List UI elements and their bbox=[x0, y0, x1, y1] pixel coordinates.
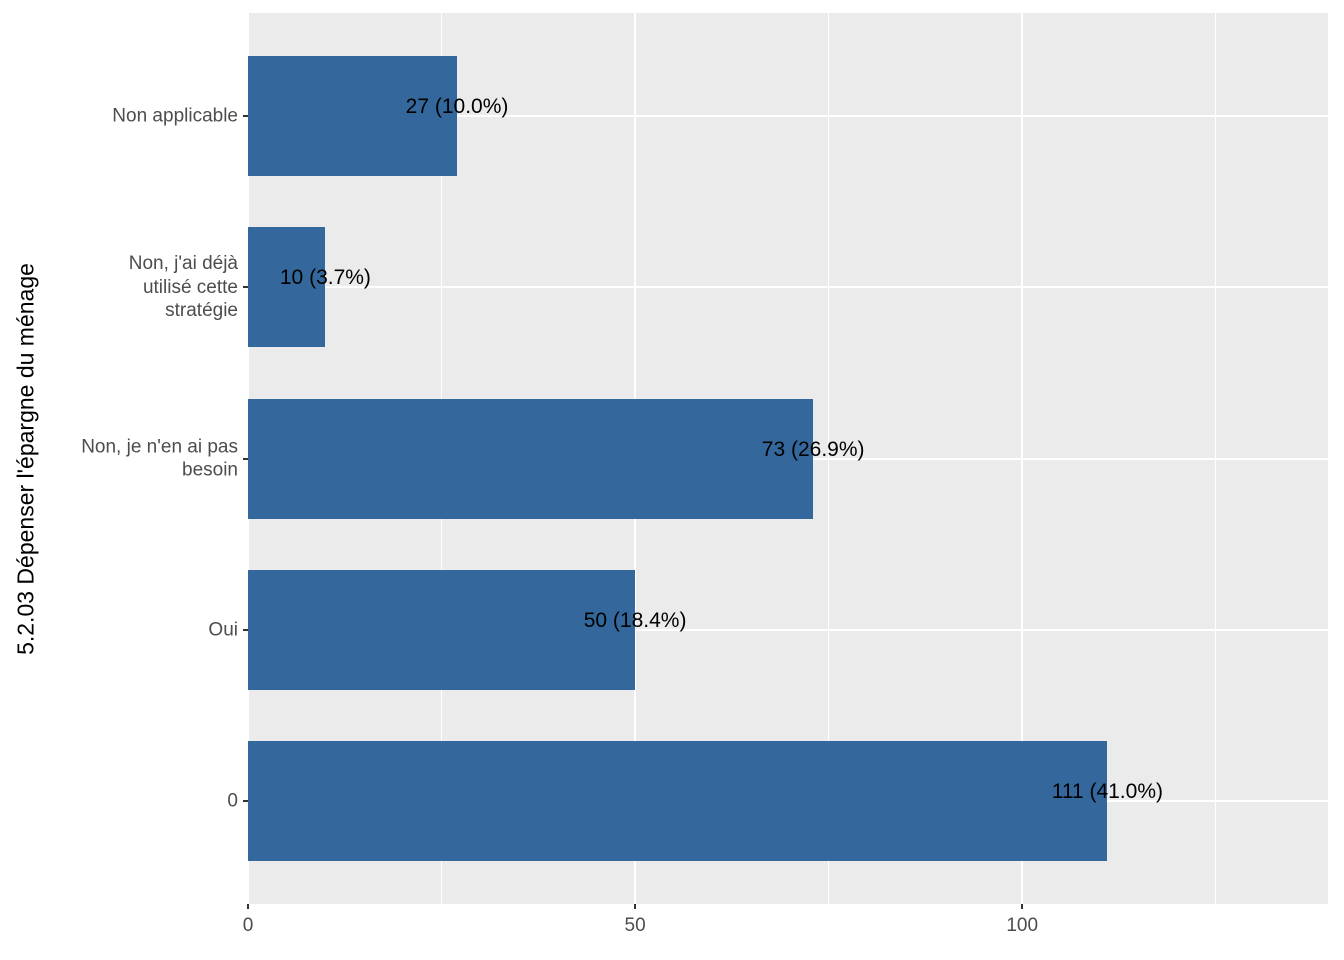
bar bbox=[248, 569, 636, 690]
x-tick-label: 100 bbox=[1006, 915, 1039, 936]
bar bbox=[248, 741, 1108, 861]
x-tick-mark bbox=[634, 904, 637, 909]
y-axis: Non applicable Non, j'ai déjà utilisé cett… bbox=[0, 13, 238, 904]
y-axis-label-line: Non, j'ai déjà bbox=[128, 253, 238, 274]
y-tick-mark bbox=[243, 628, 248, 631]
y-axis-label: 0 bbox=[227, 789, 238, 813]
y-axis-label-line: Oui bbox=[208, 619, 238, 640]
y-tick-mark bbox=[243, 286, 248, 289]
y-axis-label-line: stratégie bbox=[165, 300, 238, 321]
x-tick-label: 50 bbox=[624, 915, 646, 936]
bar-value-label: 27 (10.0%) bbox=[405, 95, 509, 118]
x-tick-label: 0 bbox=[242, 915, 254, 936]
y-tick-mark bbox=[243, 800, 248, 802]
x-tick-mark bbox=[247, 904, 249, 909]
y-axis-label: Oui bbox=[208, 618, 238, 642]
bar-value-label: 73 (26.9%) bbox=[761, 437, 865, 461]
y-tick-mark bbox=[243, 115, 248, 117]
bar bbox=[248, 398, 814, 519]
bar bbox=[248, 56, 458, 176]
y-axis-label-line: utilisé cette bbox=[142, 276, 238, 298]
major-gridline bbox=[248, 628, 1328, 631]
y-axis-label: Non applicable bbox=[112, 104, 238, 128]
bar-value-label: 111 (41.0%) bbox=[1051, 780, 1163, 803]
y-axis-label: Non, je n'en ai pas besoin bbox=[81, 435, 238, 482]
y-axis-label-line: besoin bbox=[182, 459, 238, 481]
major-gridline bbox=[248, 286, 1328, 289]
y-axis-label-line: Non, je n'en ai pas bbox=[81, 436, 238, 457]
x-tick-mark bbox=[1021, 904, 1024, 909]
bar-value-label: 50 (18.4%) bbox=[583, 608, 687, 632]
y-tick-mark bbox=[243, 457, 248, 460]
bar bbox=[248, 227, 326, 348]
y-axis-label-line: 0 bbox=[227, 790, 238, 812]
y-axis-label: Non, j'ai déjà utilisé cette stratégie bbox=[129, 252, 238, 323]
major-gridline bbox=[248, 115, 1328, 117]
y-axis-label-line: Non applicable bbox=[112, 105, 238, 127]
bar-value-label: 10 (3.7%) bbox=[279, 266, 371, 290]
plot-panel: 27 (10.0%) 10 (3.7%) 73 (26.9%) 50 (18.4%) 1… bbox=[247, 13, 1328, 904]
